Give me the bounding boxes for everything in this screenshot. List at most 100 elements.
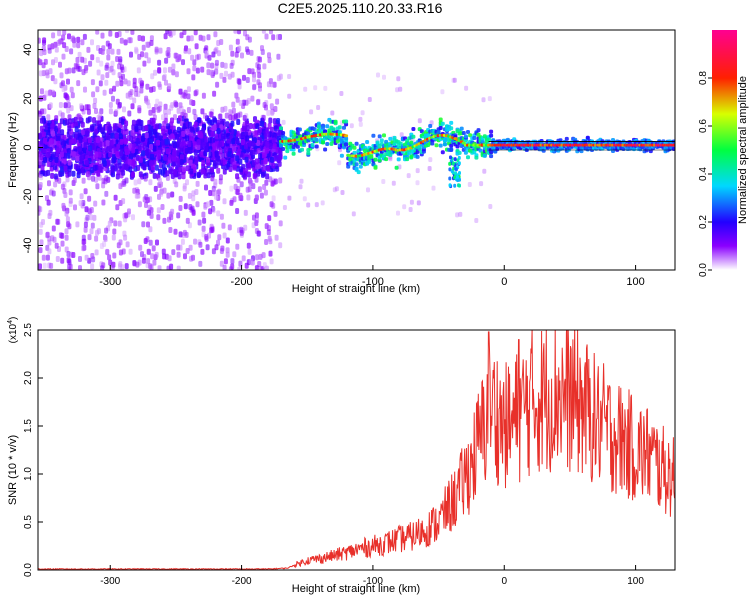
spectrogram-cell [40,88,44,95]
spectrogram-cell [268,176,273,183]
spectrogram-cell [256,148,261,155]
spectrogram-cell [278,34,282,40]
spectrogram-cell [211,248,216,255]
spectrogram-cell [252,71,257,78]
spectrogram-cell [456,175,459,180]
spectrogram-cell [178,166,182,173]
spectrogram-cell [455,212,460,218]
spectrogram-cell [235,173,240,180]
spectrogram-cell [51,130,55,137]
spectrogram-cell [68,139,73,146]
spectrogram-cell [367,97,372,102]
spectrogram-cell [134,148,139,155]
spectrogram-cell [409,199,414,205]
spectrogram-cell [215,81,220,88]
spectrogram-cell [98,80,103,87]
spectrogram-cell [66,152,71,159]
spectrogram-cell [61,34,66,41]
spectrogram-cell [64,234,69,241]
spectrogram-cell [142,60,147,67]
spectrogram-y-tick-label: -40 [22,238,34,254]
spectrogram-cell [65,94,70,101]
spectrogram-cell [139,80,144,87]
spectrogram-cell [225,237,230,244]
spectrogram-cell [205,115,209,122]
snr-frame [37,329,676,571]
spectrogram-cell [150,153,155,160]
spectrogram-cell [213,117,217,124]
spectrogram-cell [57,30,62,37]
spectrogram-cell [440,89,445,95]
spectrogram-cell [272,143,277,150]
snr-y-tick-label: 2.0 [23,371,34,385]
spectrogram-cell [354,162,359,167]
spectrogram-cell [193,30,198,36]
spectrogram-cell [41,219,45,225]
spectrogram-cell [144,95,149,102]
spectrogram-cell [181,59,185,66]
spectrogram-cell [39,239,44,246]
spectrogram-cell [203,136,208,143]
spectrogram-cell [230,50,235,57]
spectrogram-cell [94,128,99,135]
spectrogram-cell [176,212,181,219]
spectrogram-cell [101,177,106,184]
spectrogram-cell [118,117,123,124]
spectrogram-cell [176,160,181,167]
spectrogram-cell [66,251,71,257]
spectrogram-cell [189,168,194,175]
spectrogram-cell [431,185,436,191]
spectrogram-cell [204,50,209,57]
spectrogram-cell [262,63,267,70]
spectrogram-cell [202,217,207,224]
spectrogram-cell [90,79,95,86]
spectrogram-cell [71,35,75,42]
spectrogram-cell [409,140,414,145]
spectrogram-cell [100,32,105,39]
spectrogram-cell [178,195,183,202]
spectrogram-cell [325,142,330,146]
spectrogram-cell [264,100,269,106]
spectrogram-cell [196,139,201,146]
spectrogram-cell [73,116,78,123]
spectrogram-cell [87,234,92,241]
spectrogram-cell [329,141,334,146]
spectrogram-cell [94,235,99,242]
spectrogram-cell [339,153,344,158]
spectrogram-cell [316,105,321,110]
spectrogram-cell [103,236,108,242]
spectrogram-cell [186,35,191,42]
spectrogram-cell [228,166,233,172]
spectrogram-cell [472,150,477,155]
spectrogram-cell [118,261,123,268]
spectrogram-cell [147,248,151,255]
spectrogram-cell [83,221,88,228]
spectrogram-cell [262,262,267,269]
spectrogram-cell [237,148,241,155]
spectrogram-cell [482,168,487,174]
spectrogram-cell [235,96,240,103]
spectrogram-cell [38,247,43,254]
spectrogram-cell [190,126,195,133]
spectrogram-cell [47,47,52,54]
spectrogram-cell [230,120,235,127]
spectrogram-cell [105,72,110,79]
spectrogram-cell [59,166,64,173]
spectrogram-cell [173,228,178,235]
spectrogram-cell [40,170,45,177]
spectrogram-cell [339,136,344,141]
spectrogram-cell [348,146,353,151]
spectrogram-cell [47,90,52,97]
spectrogram-cell [262,184,267,190]
snr-y-tick-label: 0.5 [23,515,34,529]
spectrogram-cell [189,35,194,42]
spectrogram-cell [242,115,247,121]
spectrogram-cell [120,181,125,187]
spectrogram-cell [267,235,272,242]
spectrogram-cell [65,119,70,126]
spectrogram-cell [63,102,68,109]
spectrogram-cell [155,98,160,105]
spectrogram-cell [334,186,339,192]
spectrogram-cell [184,148,189,154]
